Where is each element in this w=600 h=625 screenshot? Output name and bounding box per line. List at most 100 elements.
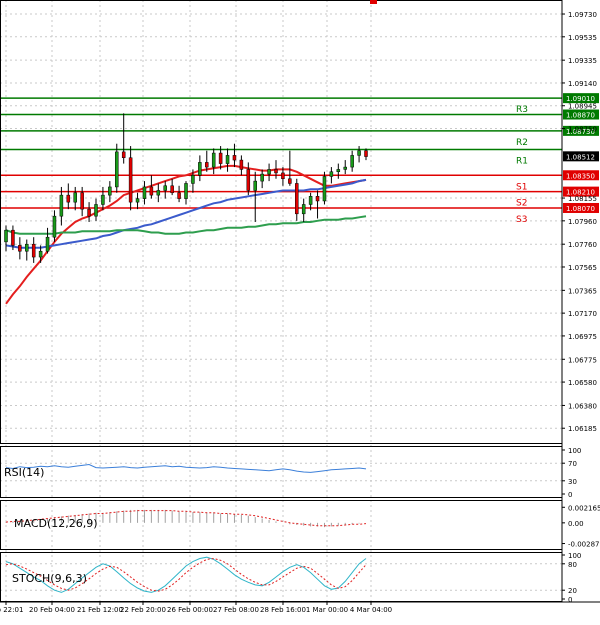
pivot-level-tag (563, 93, 599, 104)
candle-body (191, 175, 195, 184)
candle-body (177, 192, 181, 199)
stoch-title: STOCH(9,6,3) (12, 572, 87, 585)
price-tick-label: 1.07960 (568, 218, 597, 226)
candle-body (170, 185, 174, 194)
time-tick-label: 22 Feb 20:00 (120, 606, 166, 614)
candle-body (108, 186, 112, 196)
stoch-line (5, 556, 367, 593)
candle-body (142, 186, 147, 199)
candle-body (246, 169, 251, 191)
candle-body (4, 229, 8, 243)
price-tick-label: 1.09730 (568, 11, 597, 19)
candle-body (18, 245, 22, 252)
candle-body (218, 152, 223, 164)
candle-body (73, 192, 77, 203)
candle-body (156, 190, 161, 196)
candle-body (211, 152, 216, 168)
candle-body (281, 172, 285, 180)
pivot-level-label: 1.08350 (566, 172, 595, 180)
candle-body (198, 162, 202, 176)
macd-signal-line (5, 510, 367, 527)
pivot-level-tag (563, 202, 599, 213)
pivot-level-label: 1.08730 (566, 128, 595, 136)
price-tick-label: 1.09335 (568, 57, 597, 65)
moving-average-line (5, 178, 367, 249)
price-tick-label: 1.08155 (568, 195, 597, 203)
moving-average-line (5, 215, 367, 235)
candle-body (87, 208, 91, 217)
candle-body (38, 250, 43, 258)
grid-lines (0, 0, 562, 602)
indicator-tick-label: -0.002879 (568, 541, 600, 549)
axis-labels: 1.09730 1.09535 1.09335 1.09140 1.08945 1.087… (0, 11, 600, 614)
pivot-level-label: 1.08070 (566, 205, 595, 213)
candle-body (295, 183, 299, 215)
pivot-level-tag (563, 125, 599, 136)
pivot-level-label: 1.09010 (566, 95, 595, 103)
candle-body (350, 155, 354, 168)
candle-body (274, 169, 278, 174)
candle-body (205, 162, 209, 168)
candle-body (315, 196, 320, 202)
pivot-level-name: S3 (516, 215, 527, 225)
time-tick-label: 26 Feb 00:00 (167, 606, 213, 614)
axes (0, 0, 600, 605)
indicator-tick-label: 100 (568, 552, 581, 560)
candle-body (308, 196, 313, 205)
pivot-level-tag (563, 170, 599, 181)
candle-body (239, 159, 244, 170)
candle-body (301, 204, 306, 215)
price-tick-label: 1.06580 (568, 379, 597, 387)
price-tick-label: 1.07565 (568, 264, 597, 272)
indicator-tick-label: 70 (568, 460, 577, 468)
price-tick-label: 1.07760 (568, 241, 597, 249)
moving-averages (5, 164, 367, 305)
candle-body (225, 155, 230, 164)
candle-body (357, 150, 361, 156)
pivot-level-name: S2 (516, 199, 527, 209)
candle-body (184, 183, 188, 199)
candle-body (115, 151, 119, 188)
pivot-level-name: R1 (516, 157, 528, 167)
rsi-title: RSI(14) (4, 466, 44, 479)
indicator-tick-label: 0.00 (568, 520, 584, 528)
moving-average-line (5, 164, 367, 305)
candle-body (232, 155, 237, 161)
indicator-tick-label: 20 (568, 587, 577, 595)
price-tick-label: 1.07365 (568, 287, 597, 295)
time-tick-label: 4 Mar 04:00 (350, 606, 392, 614)
candle-body (31, 243, 36, 258)
candle-body (343, 166, 347, 170)
candle-body (94, 204, 98, 217)
pivot-level-tag (563, 109, 599, 120)
macd-title: MACD(12,26,9) (14, 517, 98, 530)
candle-body (121, 151, 126, 158)
rsi-line (5, 463, 367, 473)
time-tick-label: 28 Feb 16:00 (260, 606, 306, 614)
price-tick-label: 1.06380 (568, 402, 597, 410)
candle-body (11, 229, 15, 246)
time-tick-label: Feb 22:01 (0, 606, 23, 614)
pivot-level-label: 1.08870 (566, 112, 595, 120)
corner-marker (370, 0, 377, 4)
time-tick-label: 27 Feb 08:00 (213, 606, 259, 614)
indicator-tick-label: 100 (568, 447, 581, 455)
candle-body (128, 157, 133, 203)
indicator-tick-label: 0 (568, 491, 572, 499)
price-tick-label: 1.08945 (568, 103, 597, 111)
pivot-level-name: R3 (516, 105, 528, 115)
candle-body (253, 180, 257, 191)
pivot-level-label: 1.08210 (566, 189, 595, 197)
price-tick-label: 1.06775 (568, 356, 597, 364)
candle-body (149, 186, 154, 196)
current-price-tag (563, 151, 599, 162)
time-tick-label: 20 Feb 04:00 (29, 606, 75, 614)
candle-body (25, 243, 29, 252)
candle-body (322, 176, 327, 202)
pivot-level-name: R2 (516, 138, 528, 148)
candlesticks (4, 113, 368, 263)
candle-body (267, 169, 271, 175)
price-tick-label: 1.06185 (568, 425, 597, 433)
price-tick-label: 1.09140 (568, 80, 597, 88)
candle-body (135, 198, 140, 203)
